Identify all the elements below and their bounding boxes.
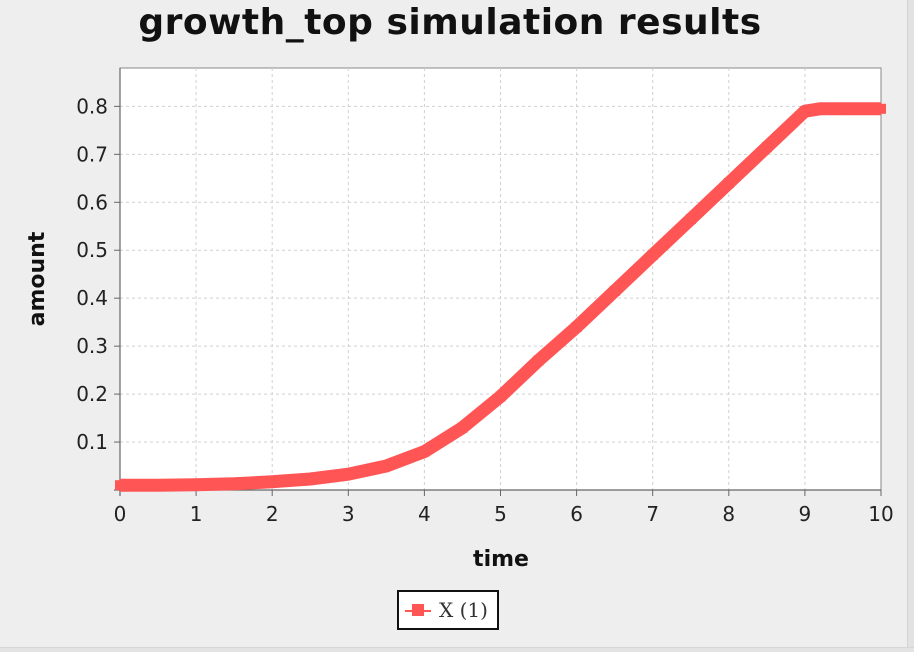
axes xyxy=(114,68,882,496)
x-tick-label: 5 xyxy=(494,502,507,526)
x-tick-label: 7 xyxy=(646,502,659,526)
data-point xyxy=(191,479,202,490)
data-point xyxy=(685,214,696,225)
data-point xyxy=(647,250,658,260)
data-point xyxy=(876,103,886,114)
y-tick-label: 0.4 xyxy=(76,286,108,310)
x-axis-label: time xyxy=(473,547,529,572)
y-tick-label: 0.5 xyxy=(76,238,108,262)
y-tick-label: 0.2 xyxy=(76,382,108,406)
data-point xyxy=(837,103,848,114)
panel-bottom-edge xyxy=(0,647,914,652)
y-tick-label: 0.1 xyxy=(76,430,108,454)
data-point xyxy=(761,142,772,153)
data-point xyxy=(533,355,544,366)
x-tick-label: 2 xyxy=(266,502,279,526)
legend-square-marker xyxy=(412,604,424,616)
data-point xyxy=(495,391,506,402)
data-point xyxy=(571,322,582,332)
data-point xyxy=(609,286,620,296)
data-point xyxy=(115,480,125,491)
x-tick-label: 4 xyxy=(418,502,431,526)
series xyxy=(115,102,886,492)
data-point xyxy=(457,422,468,433)
legend: X (1) xyxy=(397,590,499,630)
y-tick-label: 0.6 xyxy=(76,190,108,214)
x-tick-label: 10 xyxy=(868,502,893,526)
x-tick-label: 0 xyxy=(114,502,127,526)
x-tick-label: 1 xyxy=(190,502,203,526)
y-tick-label: 0.8 xyxy=(76,94,108,118)
data-point xyxy=(419,446,430,457)
y-tick-label: 0.3 xyxy=(76,334,108,358)
data-point xyxy=(229,478,240,489)
data-point xyxy=(723,178,734,189)
x-tick-label: 6 xyxy=(570,502,583,526)
x-tick-label: 3 xyxy=(342,502,355,526)
data-point xyxy=(305,474,316,484)
data-point xyxy=(799,106,810,117)
panel-edge xyxy=(907,0,914,652)
data-point xyxy=(267,476,278,487)
x-tick-label: 8 xyxy=(722,502,735,526)
data-point xyxy=(815,103,826,114)
tick-labels: 0 1 2 3 4 5 6 7 8 9 10 0.1 0.2 0.3 0.4 0.5 0.6 0.7 0.8 xyxy=(76,94,894,526)
data-point xyxy=(381,461,392,471)
legend-label: X (1) xyxy=(439,598,488,622)
series-line xyxy=(120,102,881,492)
data-point xyxy=(153,480,164,491)
y-axis-label: amount xyxy=(25,231,50,326)
chart-title: growth_top simulation results xyxy=(138,2,762,43)
y-tick-label: 0.7 xyxy=(76,142,108,166)
x-tick-label: 9 xyxy=(799,502,812,526)
data-point xyxy=(343,469,354,480)
